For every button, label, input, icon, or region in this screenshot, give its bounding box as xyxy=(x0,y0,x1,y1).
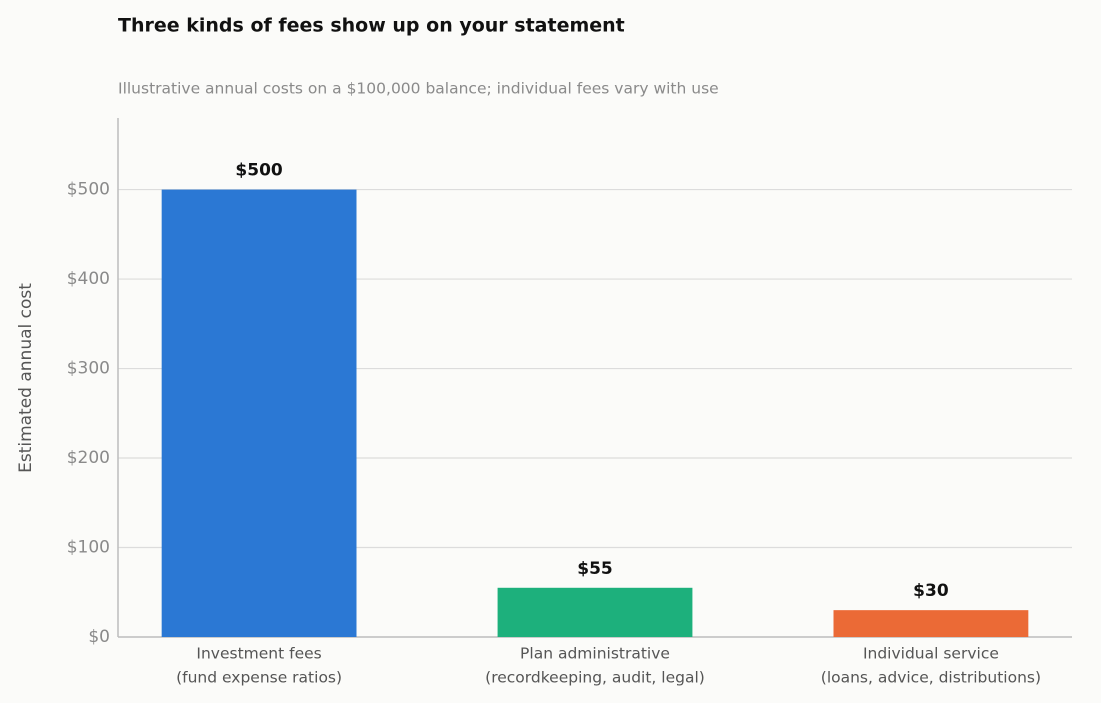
y-tick-label: $0 xyxy=(88,627,110,647)
y-axis-label: Estimated annual cost xyxy=(16,283,36,473)
x-tick-label: Plan administrative xyxy=(520,645,670,663)
y-tick-label: $300 xyxy=(67,359,110,379)
x-tick-label: (loans, advice, distributions) xyxy=(821,669,1041,687)
x-tick-label: (recordkeeping, audit, legal) xyxy=(485,669,705,687)
y-tick-label: $200 xyxy=(67,448,110,468)
value-label: $55 xyxy=(577,559,613,579)
value-label: $30 xyxy=(913,581,949,601)
y-tick-label: $100 xyxy=(67,538,110,558)
x-tick-label: Investment fees xyxy=(196,645,321,663)
value-label: $500 xyxy=(235,161,282,181)
y-tick-label: $500 xyxy=(67,180,110,200)
chart-title: Three kinds of fees show up on your stat… xyxy=(118,15,625,37)
bar xyxy=(833,610,1029,637)
x-tick-label: (fund expense ratios) xyxy=(176,669,342,687)
chart-subtitle: Illustrative annual costs on a $100,000 … xyxy=(118,80,719,98)
y-tick-label: $400 xyxy=(67,269,110,289)
x-tick-label: Individual service xyxy=(863,645,999,663)
bar xyxy=(161,189,357,637)
bar xyxy=(497,587,693,637)
